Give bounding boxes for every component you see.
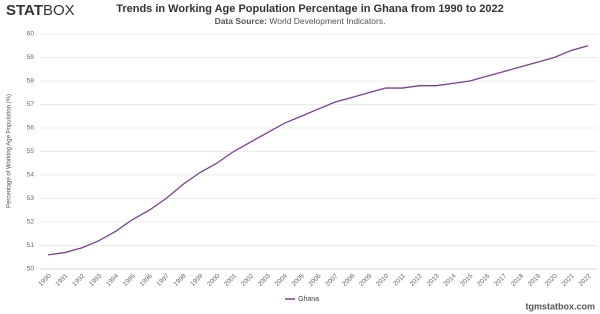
x-tick-label: 2022: [577, 272, 592, 287]
x-tick-label: 2017: [493, 272, 508, 287]
x-tick-label: 2009: [358, 272, 373, 287]
y-tick-label: 56: [27, 125, 35, 132]
x-tick-label: 1994: [105, 272, 120, 287]
x-tick-label: 2003: [257, 272, 272, 287]
line-series: [47, 45, 589, 256]
x-tick-label: 2020: [544, 272, 559, 287]
y-tick-label: 58: [27, 78, 35, 85]
x-tick-label: 2004: [274, 272, 289, 287]
y-tick-label: 55: [27, 148, 35, 155]
logo-bold: STAT: [6, 2, 43, 19]
x-tick-label: 2001: [223, 272, 238, 287]
y-tick-label: 54: [27, 172, 35, 179]
x-tick-label: 2016: [476, 272, 491, 287]
x-tick-label: 2021: [561, 272, 576, 287]
x-tick-label: 2008: [341, 272, 356, 287]
x-tick-label: 2011: [392, 272, 407, 287]
x-tick-label: 1993: [88, 272, 103, 287]
x-tick-label: 1998: [172, 272, 187, 287]
y-tick-label: 53: [27, 195, 35, 202]
x-tick-label: 2015: [459, 272, 474, 287]
logo-light: BOX: [43, 2, 75, 19]
legend-label: Ghana: [298, 296, 319, 303]
chart-title: Trends in Working Age Population Percent…: [116, 3, 504, 15]
x-tick-label: 2002: [240, 272, 255, 287]
x-tick-label: 2006: [307, 272, 322, 287]
x-tick-label: 1990: [37, 272, 52, 287]
y-tick-label: 57: [27, 101, 35, 108]
x-tick-label: 1995: [122, 272, 137, 287]
y-tick-label: 50: [27, 266, 35, 273]
x-tick-label: 1992: [71, 272, 86, 287]
subtitle-label: Data Source:: [215, 16, 268, 26]
x-tick-label: 2013: [426, 272, 441, 287]
subtitle-text: World Development Indicators.: [269, 16, 385, 26]
x-tick-label: 2005: [291, 272, 306, 287]
x-tick-label: 2018: [510, 272, 525, 287]
footer: tgmstatbox.com: [525, 301, 595, 311]
y-tick-label: 51: [27, 242, 35, 249]
y-axis-label: Percentage of Working Age Population (%): [7, 94, 13, 208]
x-tick-label: 2014: [442, 272, 457, 287]
x-tick-label: 2007: [324, 272, 339, 287]
x-tick-label: 2019: [527, 272, 542, 287]
x-tick-label: 1991: [54, 272, 69, 287]
chart-subtitle: Data Source: World Development Indicator…: [215, 16, 386, 26]
logo: STATBOX: [6, 2, 75, 19]
x-tick-label: 2012: [409, 272, 424, 287]
x-tick-label: 1999: [189, 272, 204, 287]
y-tick-label: 59: [27, 54, 35, 61]
x-tick-label: 2010: [375, 272, 390, 287]
x-tick-label: 1996: [139, 272, 154, 287]
x-tick-label: 2000: [206, 272, 221, 287]
y-tick-label: 52: [27, 219, 35, 226]
x-tick-label: 1997: [156, 272, 171, 287]
y-tick-label: 60: [27, 31, 35, 38]
